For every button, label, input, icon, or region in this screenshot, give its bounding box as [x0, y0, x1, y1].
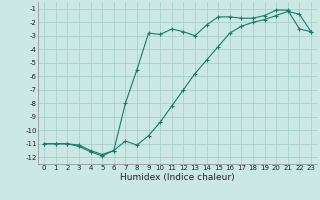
- X-axis label: Humidex (Indice chaleur): Humidex (Indice chaleur): [120, 173, 235, 182]
